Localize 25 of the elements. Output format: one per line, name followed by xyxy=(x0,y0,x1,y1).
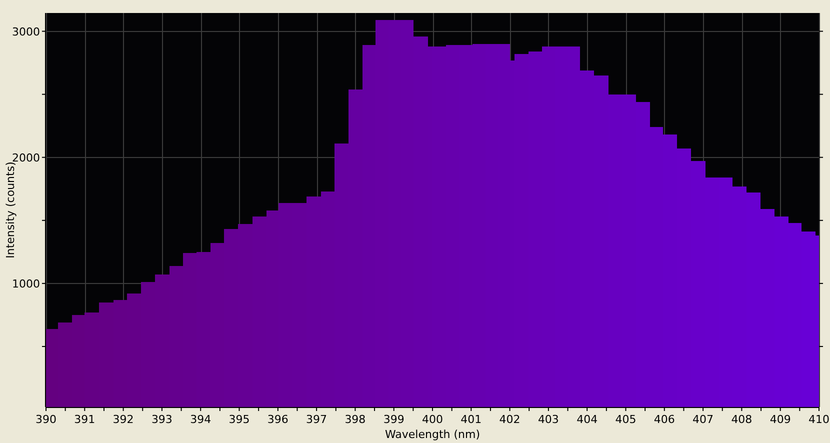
x-tick-label: 406 xyxy=(654,413,675,426)
y-tick-label: 3000 xyxy=(12,25,40,38)
x-tick-label: 410 xyxy=(808,413,830,426)
x-tick-label: 402 xyxy=(499,413,520,426)
y-tick-label: 1000 xyxy=(12,277,40,290)
x-axis-title: Wavelength (nm) xyxy=(384,428,480,441)
y-axis-title: Intensity (counts) xyxy=(4,162,17,258)
x-tick-label: 391 xyxy=(74,413,96,426)
x-tick-label: 408 xyxy=(731,413,752,426)
x-tick-label: 409 xyxy=(770,413,791,426)
x-tick-label: 403 xyxy=(538,413,559,426)
x-tick-label: 399 xyxy=(383,413,404,426)
x-tick-label: 396 xyxy=(267,413,288,426)
x-tick-label: 400 xyxy=(422,413,443,426)
x-tick-label: 404 xyxy=(576,413,598,426)
x-tick-label: 407 xyxy=(692,413,714,426)
x-tick-label: 397 xyxy=(306,413,328,426)
x-tick-label: 395 xyxy=(228,413,250,426)
x-tick-label: 392 xyxy=(112,413,134,426)
x-tick-label: 398 xyxy=(344,413,366,426)
x-tick-label: 393 xyxy=(151,413,172,426)
x-tick-label: 405 xyxy=(615,413,636,426)
x-tick-label: 394 xyxy=(190,413,212,426)
x-tick-label: 390 xyxy=(36,413,56,426)
x-tick-label: 401 xyxy=(460,413,482,426)
